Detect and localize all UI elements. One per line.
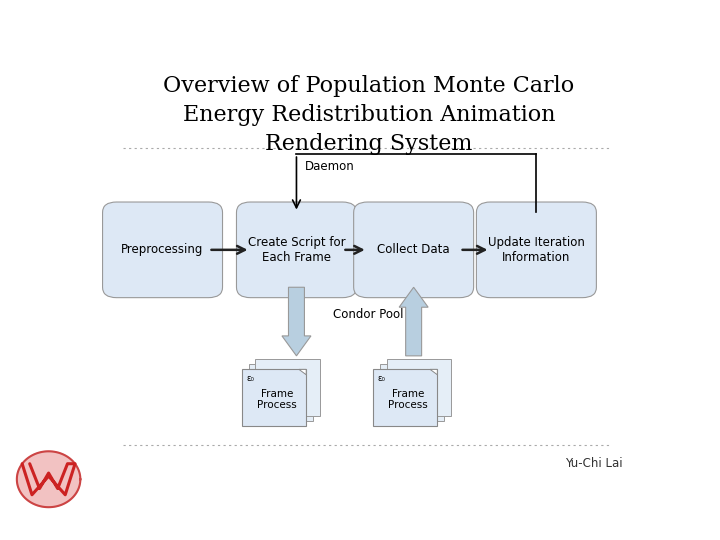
Text: ε₀: ε₀ [378,374,385,382]
FancyBboxPatch shape [387,360,451,415]
FancyBboxPatch shape [354,202,474,298]
FancyBboxPatch shape [248,364,313,421]
Polygon shape [399,287,428,356]
FancyBboxPatch shape [102,202,222,298]
Polygon shape [430,369,437,375]
FancyBboxPatch shape [380,364,444,421]
Polygon shape [17,451,81,507]
Text: Collect Data: Collect Data [377,244,450,256]
Text: Frame
Process: Frame Process [257,389,297,410]
Text: Create Script for
Each Frame: Create Script for Each Frame [248,236,346,264]
FancyBboxPatch shape [477,202,596,298]
FancyBboxPatch shape [236,202,356,298]
Text: Condor Pool: Condor Pool [333,308,403,321]
FancyBboxPatch shape [242,369,306,426]
Text: Daemon: Daemon [305,160,355,173]
FancyBboxPatch shape [373,369,437,426]
Text: Overview of Population Monte Carlo
Energy Redistribution Animation
Rendering Sys: Overview of Population Monte Carlo Energ… [163,75,575,155]
Text: ε₀: ε₀ [246,374,254,382]
Text: Preprocessing: Preprocessing [122,244,204,256]
Polygon shape [299,369,306,375]
Polygon shape [282,287,311,356]
Text: Yu-Chi Lai: Yu-Chi Lai [565,457,623,470]
Text: Frame
Process: Frame Process [388,389,428,410]
Text: Update Iteration
Information: Update Iteration Information [488,236,585,264]
FancyBboxPatch shape [256,360,320,415]
